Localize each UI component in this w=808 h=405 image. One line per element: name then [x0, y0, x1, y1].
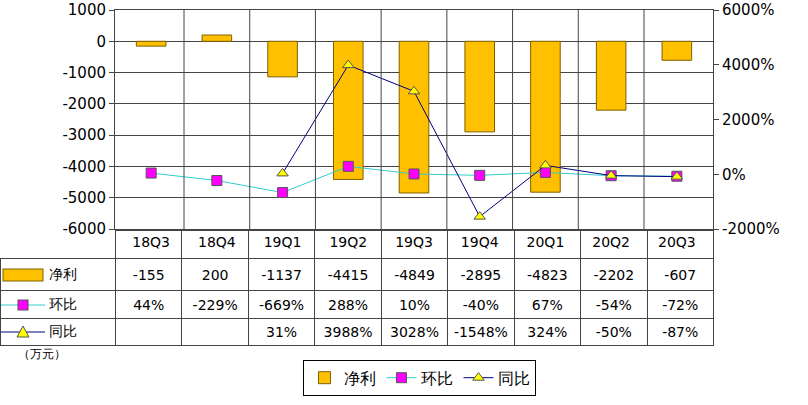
html-text:-4415: -4415 — [327, 266, 369, 283]
svg-text:-1000: -1000 — [62, 64, 106, 82]
svg-text:环比: 环比 — [421, 369, 453, 388]
svg-text:0%: 0% — [722, 166, 746, 184]
html-text:-87%: -87% — [662, 324, 699, 340]
html-text:-155: -155 — [132, 266, 165, 283]
html-text:31%: 31% — [266, 324, 298, 340]
svg-text:-2000: -2000 — [62, 95, 106, 113]
html-text:-72%: -72% — [662, 296, 699, 313]
html-text:3028%: 3028% — [390, 324, 439, 340]
svg-text:4000%: 4000% — [722, 56, 774, 74]
svg-text:净利: 净利 — [344, 369, 376, 388]
html-text:44%: 44% — [133, 296, 165, 313]
svg-text:19Q1: 19Q1 — [264, 234, 302, 250]
html-text:10%: 10% — [398, 296, 430, 313]
html-text:-2895: -2895 — [460, 266, 502, 283]
svg-text:20Q3: 20Q3 — [658, 234, 696, 250]
html-text:200: 200 — [201, 266, 229, 283]
html-text:-229%: -229% — [192, 296, 238, 313]
html-text:-40%: -40% — [462, 296, 499, 313]
svg-text:-3000: -3000 — [62, 126, 106, 144]
html-text:（万元）: （万元） — [18, 347, 66, 361]
html-text:3988%: 3988% — [323, 324, 373, 340]
svg-text:20Q1: 20Q1 — [527, 234, 565, 250]
svg-text:19Q4: 19Q4 — [461, 234, 499, 250]
svg-text:2000%: 2000% — [722, 111, 774, 129]
html-text:-607: -607 — [664, 266, 697, 283]
svg-text:同比: 同比 — [498, 369, 530, 388]
html-text:67%: 67% — [531, 296, 563, 313]
svg-text:19Q2: 19Q2 — [329, 234, 367, 250]
html-text:-4849: -4849 — [394, 266, 435, 283]
html-text:288%: 288% — [328, 296, 368, 313]
svg-text:19Q3: 19Q3 — [395, 234, 433, 250]
html-text:-4823: -4823 — [527, 266, 568, 283]
html-text:-1137: -1137 — [261, 266, 302, 283]
svg-text:-6000: -6000 — [62, 220, 106, 238]
svg-text:-5000: -5000 — [62, 189, 106, 207]
html-text:-54%: -54% — [595, 296, 632, 313]
html-text:净利: 净利 — [49, 265, 77, 282]
svg-text:1000: 1000 — [68, 1, 106, 19]
html-text:-2202: -2202 — [593, 266, 635, 283]
svg-text:0: 0 — [96, 33, 106, 51]
svg-text:-4000: -4000 — [62, 158, 106, 176]
html-text:-1548%: -1548% — [453, 324, 508, 340]
html-text:324%: 324% — [527, 324, 568, 340]
svg-text:-2000%: -2000% — [722, 220, 780, 238]
svg-text:18Q4: 18Q4 — [198, 234, 236, 250]
svg-text:6000%: 6000% — [722, 1, 774, 19]
html-text:同比: 同比 — [49, 323, 77, 339]
html-text:环比: 环比 — [49, 295, 77, 312]
html-text:-50%: -50% — [595, 324, 632, 340]
svg-text:20Q2: 20Q2 — [592, 234, 630, 250]
svg-text:18Q3: 18Q3 — [132, 234, 170, 250]
html-text:-669%: -669% — [259, 296, 305, 313]
